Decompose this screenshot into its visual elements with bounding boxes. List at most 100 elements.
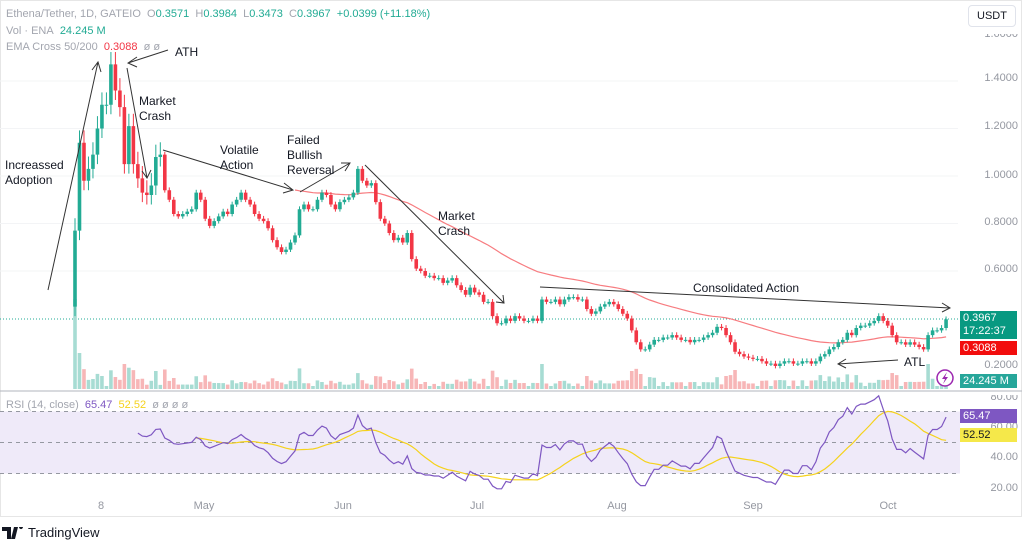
candle-body [625, 313, 630, 319]
volume-bar [580, 386, 585, 389]
candle-body [674, 335, 679, 338]
volume-bar [320, 382, 324, 389]
candle-body [921, 347, 926, 350]
candle [91, 142, 95, 179]
candle-body [127, 126, 131, 165]
candle-body [607, 301, 612, 305]
candle-body [544, 299, 549, 302]
candle [751, 354, 755, 362]
lightning-icon[interactable] [936, 369, 954, 387]
volume-bar [122, 364, 127, 389]
rsi-value: 65.47 [84, 399, 113, 411]
volume-bar [688, 382, 692, 389]
candle-body [805, 361, 809, 363]
candle-body [477, 292, 481, 295]
candle [688, 337, 692, 345]
candle-body [571, 297, 576, 299]
candle-body [652, 339, 657, 345]
candle [248, 196, 252, 207]
candle-body [490, 301, 495, 317]
candle-body [445, 280, 450, 283]
volume-bar [158, 384, 163, 389]
candle [396, 234, 401, 243]
candle [930, 327, 935, 338]
candle-body [149, 185, 154, 195]
volume-bar [176, 384, 181, 389]
candle [737, 348, 742, 357]
volume-bar [73, 299, 77, 389]
currency-button[interactable]: USDT [968, 5, 1016, 27]
candle [324, 189, 329, 198]
volume-bar [306, 383, 311, 389]
volume-bar [755, 386, 760, 389]
volume-legend[interactable]: Vol · ENA 24.245 M [6, 25, 106, 37]
candle-body [576, 297, 580, 300]
candle [432, 272, 436, 281]
volume-bar [234, 383, 239, 389]
crash1-arrow [126, 67, 152, 179]
volume-bar [607, 383, 612, 389]
volume-bar [495, 377, 499, 389]
rsi-tick: 80.00 [990, 391, 1018, 403]
candle-body [638, 342, 643, 350]
candle-body [930, 330, 935, 336]
candle [710, 329, 715, 338]
candle [791, 358, 796, 366]
candle [616, 301, 621, 312]
symbol-title[interactable]: Ethena/Tether, 1D, GATEIO [6, 8, 141, 20]
tradingview-logo[interactable]: TradingView [2, 525, 100, 540]
candle-body [82, 142, 86, 181]
rsi-legend[interactable]: RSI (14, close) 65.47 52.52 ø ø ø ø [6, 399, 189, 411]
volume-bar [876, 379, 881, 389]
volume-bar [854, 375, 859, 389]
candle [634, 327, 639, 345]
candle-body [499, 323, 504, 325]
volume-bar [333, 383, 338, 389]
volume-bar [809, 380, 814, 389]
candle [234, 196, 239, 207]
candle-body [414, 259, 419, 269]
candle-body [526, 320, 531, 322]
candle-body [827, 349, 832, 355]
candle [858, 322, 863, 331]
candle [594, 308, 598, 317]
volume-bar [656, 386, 661, 389]
candle-body [418, 268, 423, 271]
candle-body [665, 337, 670, 339]
low-value: 0.3473 [249, 8, 283, 20]
ema-legend[interactable]: EMA Cross 50/200 0.3088 ø ø [6, 41, 161, 53]
volume-bar [558, 381, 562, 389]
candle-body [715, 326, 719, 333]
volume-bar [140, 378, 145, 389]
volume-bar [800, 380, 805, 389]
candle-body [903, 342, 908, 345]
candle-body [679, 337, 683, 340]
candle-body [787, 361, 791, 363]
volume-bar [400, 382, 405, 389]
candle [603, 301, 607, 309]
candle-body [189, 209, 194, 212]
candle [944, 316, 948, 331]
candle [423, 268, 428, 279]
time-tick: Jul [469, 500, 485, 512]
volume-bar [91, 379, 95, 389]
volume-bar [338, 381, 342, 389]
volume-bar [86, 379, 91, 389]
candle-body [387, 223, 392, 233]
volume-bar [297, 368, 302, 389]
candle [522, 315, 526, 324]
candle [535, 315, 540, 324]
candle-body [216, 216, 221, 222]
candle-body [513, 316, 517, 321]
volume-bar [302, 383, 306, 389]
candle-body [118, 90, 122, 108]
candle [495, 313, 499, 326]
volume-bar [522, 383, 526, 389]
candle-body [867, 323, 872, 326]
candle-body [840, 339, 845, 343]
candle-body [876, 316, 881, 321]
candle [409, 230, 414, 262]
volume-value: 24.245 M [59, 25, 106, 37]
candle-body [212, 221, 216, 226]
